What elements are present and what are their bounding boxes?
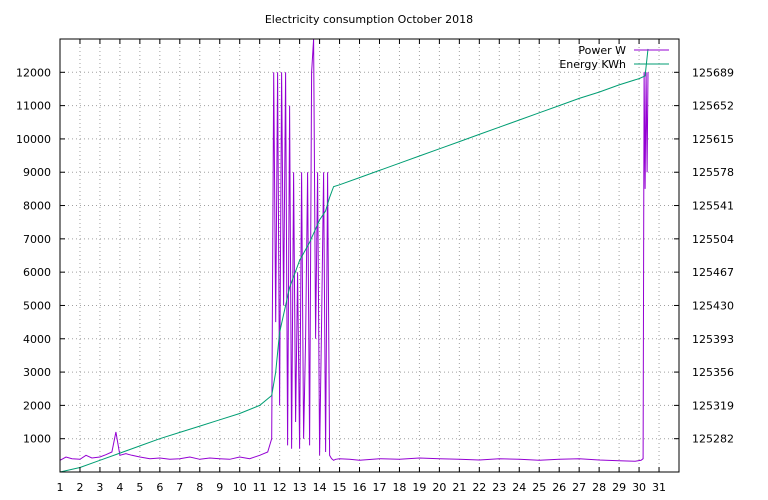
x-tick-label: 16 <box>353 481 367 494</box>
y2-tick-label: 125319 <box>692 399 734 412</box>
y2-tick-label: 125578 <box>692 166 734 179</box>
x-tick-label: 19 <box>412 481 426 494</box>
x-tick-label: 2 <box>76 481 83 494</box>
power-series-line <box>60 39 649 462</box>
y-tick-label: 2000 <box>23 399 51 412</box>
x-tick-label: 24 <box>512 481 526 494</box>
y-tick-label: 1000 <box>23 433 51 446</box>
x-tick-label: 25 <box>532 481 546 494</box>
plot-area <box>60 39 649 472</box>
x-tick-label: 28 <box>592 481 606 494</box>
plot-border <box>59 38 680 473</box>
x-tick-label: 11 <box>253 481 267 494</box>
y-tick-label: 4000 <box>23 333 51 346</box>
x-tick-label: 31 <box>652 481 666 494</box>
x-tick-label: 15 <box>333 481 347 494</box>
x-tick-label: 1 <box>57 481 64 494</box>
x-tick-label: 3 <box>96 481 103 494</box>
y2-tick-label: 125356 <box>692 366 734 379</box>
x-tick-label: 14 <box>313 481 327 494</box>
legend-label: Power W <box>578 44 626 57</box>
x-tick-label: 9 <box>216 481 223 494</box>
y-tick-label: 6000 <box>23 266 51 279</box>
y-tick-label: 3000 <box>23 366 51 379</box>
y2-tick-label: 125430 <box>692 299 734 312</box>
x-tick-label: 30 <box>632 481 646 494</box>
x-tick-label: 26 <box>552 481 566 494</box>
grid-lines <box>60 39 679 472</box>
x-tick-label: 7 <box>176 481 183 494</box>
y-tick-label: 11000 <box>16 100 51 113</box>
axes: 1 2 3 4 5 6 7 8 9 10 11 12 13 14 15 16 17 18 19 20 21 22 23 24 2… <box>16 38 734 494</box>
y-tick-label: 10000 <box>16 133 51 146</box>
y2-tick-label: 125467 <box>692 266 734 279</box>
x-tick-label: 5 <box>136 481 143 494</box>
x-tick-label: 12 <box>273 481 287 494</box>
y-tick-label: 5000 <box>23 299 51 312</box>
x-tick-label: 8 <box>196 481 203 494</box>
chart-title: Electricity consumption October 2018 <box>265 13 473 26</box>
x-tick-label: 10 <box>233 481 247 494</box>
y-tick-label: 8000 <box>23 200 51 213</box>
x-tick-label: 23 <box>492 481 506 494</box>
x-tick-label: 18 <box>392 481 406 494</box>
legend-label: Energy KWh <box>559 58 626 71</box>
x-tick-label: 17 <box>372 481 386 494</box>
x-tick-label: 4 <box>116 481 123 494</box>
y-tick-label: 7000 <box>23 233 51 246</box>
x-tick-label: 29 <box>612 481 626 494</box>
energy-series-line <box>60 48 649 472</box>
y2-tick-label: 125652 <box>692 100 734 113</box>
y2-tick-label: 125615 <box>692 133 734 146</box>
x-tick-label: 13 <box>293 481 307 494</box>
y2-tick-label: 125393 <box>692 333 734 346</box>
x-tick-label: 21 <box>452 481 466 494</box>
x-tick-label: 6 <box>156 481 163 494</box>
y2-tick-label: 125689 <box>692 66 734 79</box>
y2-tick-label: 125282 <box>692 433 734 446</box>
y2-tick-label: 125504 <box>692 233 734 246</box>
x-tick-label: 20 <box>432 481 446 494</box>
y2-tick-label: 125541 <box>692 200 734 213</box>
y-tick-label: 12000 <box>16 66 51 79</box>
y-tick-label: 9000 <box>23 166 51 179</box>
x-tick-label: 27 <box>572 481 586 494</box>
x-tick-label: 22 <box>472 481 486 494</box>
